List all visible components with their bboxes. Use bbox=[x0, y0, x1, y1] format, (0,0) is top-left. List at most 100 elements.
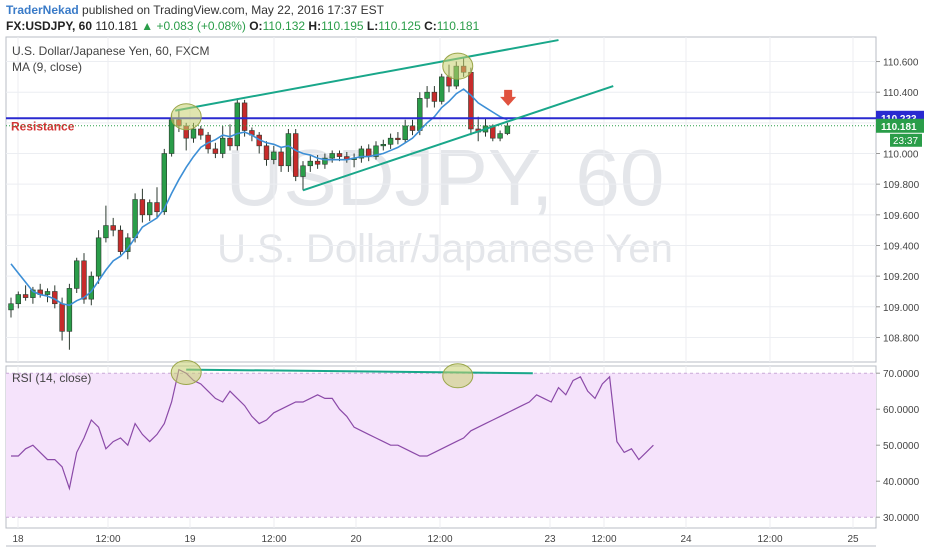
candle-up bbox=[307, 160, 313, 167]
candle-up bbox=[329, 153, 335, 159]
candle-up bbox=[402, 125, 408, 141]
candle-up bbox=[234, 102, 240, 147]
price-tick-label: 109.600 bbox=[883, 211, 920, 222]
low-value: 110.125 bbox=[378, 19, 421, 33]
publish-text: published on TradingView.com, May 22, 20… bbox=[82, 3, 385, 17]
candle-up bbox=[168, 119, 175, 154]
open-label: O: bbox=[249, 19, 263, 33]
time-tick-label: 23 bbox=[544, 534, 556, 545]
price-tick-label: 109.000 bbox=[883, 303, 920, 314]
candle-down bbox=[468, 71, 474, 130]
candle-down bbox=[409, 125, 416, 131]
candle-up bbox=[322, 157, 328, 165]
candle-down bbox=[227, 137, 233, 147]
rsi-highlight-circle bbox=[170, 359, 202, 385]
price-tick-label: 109.200 bbox=[883, 272, 920, 283]
time-tick-label: 24 bbox=[680, 534, 692, 545]
candle-up bbox=[285, 133, 292, 167]
time-tick-label: 12:00 bbox=[591, 534, 616, 545]
candle-down bbox=[22, 294, 29, 298]
highlight-circle bbox=[442, 52, 474, 80]
ma-line bbox=[10, 88, 508, 307]
candle-down bbox=[117, 229, 124, 252]
down-arrow-icon bbox=[500, 89, 517, 106]
symbol-label: FX:USDJPY, 60 bbox=[6, 19, 93, 33]
candle-up bbox=[387, 137, 394, 145]
candle-up bbox=[95, 237, 102, 277]
candle-up bbox=[358, 148, 365, 159]
time-tick-label: 19 bbox=[184, 534, 196, 545]
time-tick-label: 20 bbox=[350, 534, 362, 545]
rsi-tick-label: 50.0000 bbox=[883, 441, 920, 452]
candle-up bbox=[373, 145, 379, 157]
candle-down bbox=[431, 91, 438, 102]
candle-down bbox=[198, 128, 204, 136]
candle-up bbox=[30, 289, 36, 298]
price-tick-label: 110.000 bbox=[883, 150, 919, 161]
ma-legend: MA (9, close) bbox=[12, 60, 82, 74]
time-tick-label: 12:00 bbox=[95, 534, 120, 545]
rsi-tick-label: 40.0000 bbox=[883, 477, 920, 488]
price-label-text: 110.181 bbox=[881, 122, 917, 133]
rsi-tick-label: 70.0000 bbox=[883, 369, 920, 380]
price-tick-label: 109.400 bbox=[883, 241, 920, 252]
change-value: +0.083 (+0.08%) bbox=[156, 19, 246, 33]
watermark-symbol: USDJPY, 60 bbox=[226, 133, 665, 222]
candle-up bbox=[220, 137, 226, 154]
candle-down bbox=[278, 151, 284, 167]
candle-down bbox=[241, 102, 248, 131]
highlight-circle bbox=[170, 103, 202, 131]
candle-down bbox=[395, 137, 401, 141]
author-link[interactable]: TraderNekad bbox=[6, 3, 79, 17]
time-tick-label: 12:00 bbox=[261, 534, 286, 545]
candle-down bbox=[81, 260, 87, 300]
candle-down bbox=[446, 76, 452, 87]
candle-up bbox=[497, 133, 503, 139]
candle-down bbox=[212, 148, 219, 154]
candle-up bbox=[132, 199, 138, 239]
price-tick-label: 109.800 bbox=[883, 180, 920, 191]
candle-up bbox=[161, 153, 167, 213]
candle-down bbox=[110, 225, 116, 231]
trendline bbox=[302, 85, 614, 192]
quote-line: FX:USDJPY, 60 110.181 ▲ +0.083 (+0.08%) … bbox=[6, 19, 479, 33]
low-label: L: bbox=[366, 19, 379, 33]
high-value: 110.195 bbox=[321, 19, 364, 33]
candle-up bbox=[424, 91, 430, 99]
candle-up bbox=[438, 76, 445, 102]
rsi-highlight-circle bbox=[442, 363, 474, 389]
price-pane-title: U.S. Dollar/Japanese Yen, 60, FXCM bbox=[12, 44, 209, 58]
rsi-line bbox=[11, 368, 654, 491]
candle-down bbox=[59, 303, 65, 332]
rsi-pane-title: RSI (14, close) bbox=[12, 371, 91, 385]
rsi-tick-label: 60.0000 bbox=[883, 405, 920, 416]
publish-info: TraderNekad published on TradingView.com… bbox=[6, 3, 384, 17]
rsi-divergence-line bbox=[186, 368, 533, 375]
candle-up bbox=[300, 165, 306, 177]
change-arrow-icon: ▲ bbox=[141, 19, 154, 33]
candle-down bbox=[336, 153, 343, 157]
candle-down bbox=[154, 202, 160, 213]
candle-down bbox=[292, 133, 299, 177]
candle-up bbox=[44, 291, 51, 295]
candle-down bbox=[139, 199, 146, 216]
price-tick-label: 108.800 bbox=[883, 333, 920, 344]
candle-up bbox=[8, 303, 14, 311]
rsi-tick-label: 30.0000 bbox=[883, 513, 920, 524]
open-value: 110.132 bbox=[262, 19, 306, 33]
candle-up bbox=[380, 144, 386, 147]
candle-down bbox=[314, 160, 321, 165]
countdown-text: 23:37 bbox=[893, 136, 918, 147]
time-tick-label: 18 bbox=[12, 534, 24, 545]
rsi-band bbox=[6, 373, 876, 518]
watermark-name: U.S. Dollar/Japanese Yen bbox=[217, 227, 673, 271]
candle-up bbox=[103, 225, 109, 239]
high-label: H: bbox=[308, 19, 322, 33]
time-tick-label: 12:00 bbox=[757, 534, 782, 545]
close-label: C: bbox=[424, 19, 437, 33]
last-price: 110.181 bbox=[95, 19, 138, 33]
price-tick-label: 110.600 bbox=[883, 58, 919, 69]
candle-up bbox=[190, 128, 197, 139]
candle-up bbox=[271, 151, 277, 160]
